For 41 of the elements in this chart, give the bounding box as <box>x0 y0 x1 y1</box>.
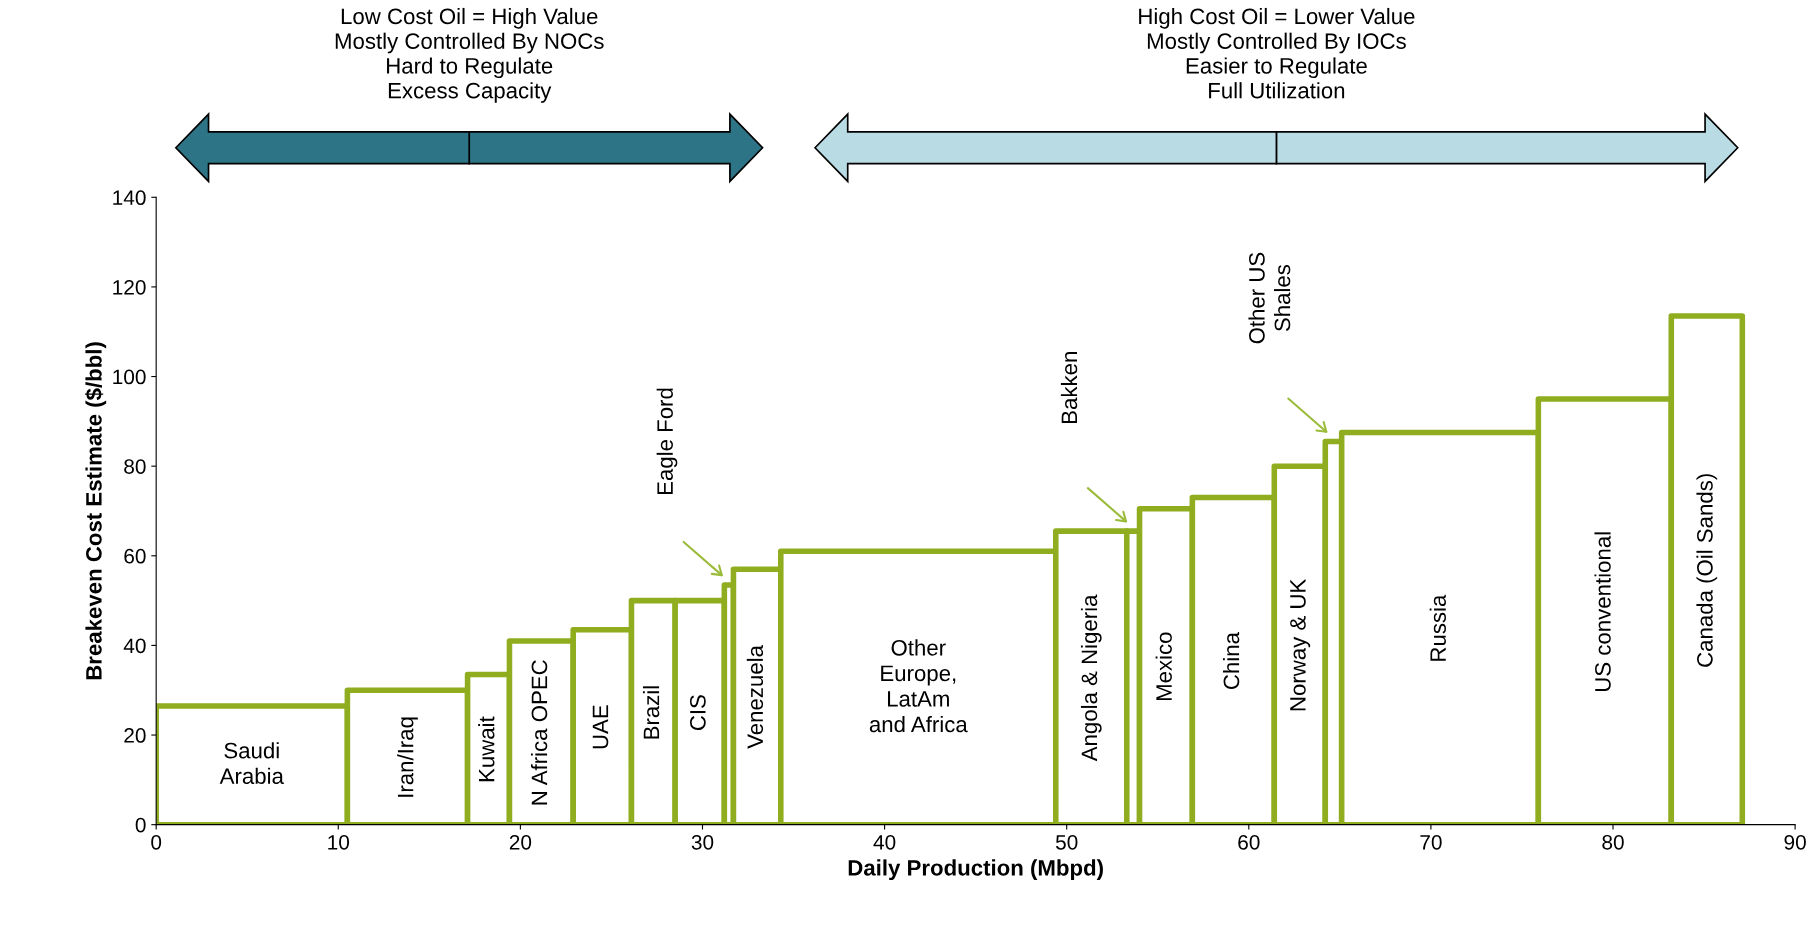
y-tick-label: 60 <box>124 548 146 564</box>
annotation: Angola & Nigeria <box>1080 594 1102 762</box>
x-tick-label: 40 <box>873 834 896 850</box>
annotation: N Africa OPEC <box>530 660 548 805</box>
y-tick-label: 40 <box>123 638 146 654</box>
x-tick-label: 0 <box>151 834 162 850</box>
x-tick-label: 70 <box>1420 834 1442 850</box>
y-tick-label: 100 <box>113 369 146 385</box>
annotation: Eagle Ford <box>656 388 678 495</box>
annotation: Iran/Iraq <box>397 717 418 797</box>
annotation: Kuwait <box>478 716 495 782</box>
annotation: Brazil <box>642 686 660 739</box>
annotation: Mexico <box>1155 632 1172 701</box>
annotation: Russia <box>1429 594 1446 661</box>
annotation: US conventional <box>1594 532 1611 691</box>
x-tick-label: 60 <box>1238 834 1260 850</box>
x-tick-label: 90 <box>1784 834 1806 850</box>
annotation: Other Europe, LatAm and Africa <box>869 639 968 733</box>
x-tick-label: 10 <box>328 834 350 850</box>
annotation: Saudi Arabia <box>219 742 284 785</box>
annotation: China <box>1222 632 1240 689</box>
x-tick-label: 50 <box>1055 834 1078 850</box>
annotation: Bakken <box>1060 352 1078 423</box>
annotation: Other US Shales <box>1248 252 1291 344</box>
y-axis-title: Breakeven Cost Estimate ($/bbl) <box>85 342 107 680</box>
x-tick-label: 30 <box>691 834 714 850</box>
y-tick-label: 80 <box>124 459 146 474</box>
text: Low Cost Oil = High Value Mostly Controlled By NOCs Hard to Regulate Excess Capacity <box>335 7 604 103</box>
y-tick-label: 20 <box>124 728 146 743</box>
y-tick-label: 140 <box>113 190 146 206</box>
annotation: CIS <box>689 695 706 731</box>
y-tick-label: 0 <box>135 817 146 833</box>
x-tick-label: 80 <box>1602 834 1624 850</box>
x-tick-label: 20 <box>509 834 532 850</box>
annotation: Norway & UK <box>1290 578 1311 711</box>
annotation: Canada (Oil Sands) <box>1696 474 1718 667</box>
x-axis-title: Daily Production (Mbpd) <box>848 859 1103 881</box>
text: High Cost Oil = Lower Value Mostly Controlled By IOCs Easier to Regulate Full Utilization <box>1139 7 1415 99</box>
annotation: Venezuela <box>746 645 764 749</box>
annotation: UAE <box>592 705 609 749</box>
y-tick-label: 120 <box>113 279 146 295</box>
